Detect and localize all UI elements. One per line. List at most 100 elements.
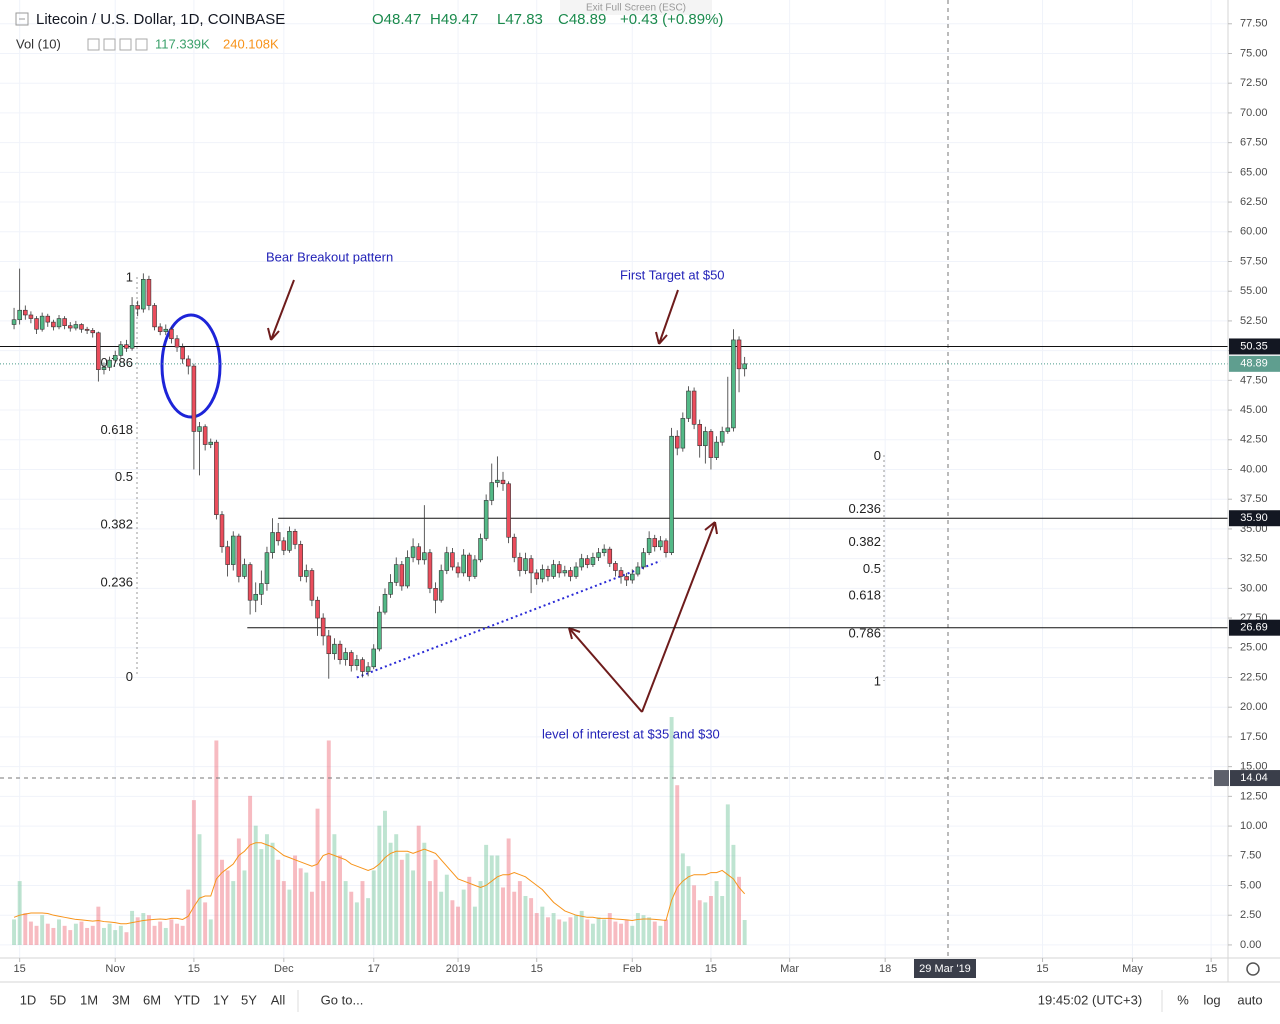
volume-bar: [130, 910, 135, 945]
x-tick-label: May: [1122, 963, 1143, 975]
volume-bar: [444, 874, 449, 945]
candle-body: [523, 558, 528, 571]
study-icon[interactable]: [119, 38, 132, 51]
candle-body: [422, 552, 427, 561]
arrow: [655, 289, 679, 345]
volume-bar: [96, 906, 101, 945]
volume-bar: [506, 838, 511, 945]
candle-body: [219, 514, 225, 548]
x-tick-label: 15: [188, 963, 200, 975]
volume-bar: [624, 919, 629, 945]
volume-bar: [208, 919, 213, 945]
candle-body: [79, 324, 84, 330]
candle-body: [714, 441, 719, 458]
annotation: Bear Breakout pattern: [266, 249, 393, 264]
candle-body: [562, 570, 568, 574]
y-tick-label: 75.00: [1240, 47, 1268, 59]
candle-body: [618, 570, 624, 577]
range-button[interactable]: YTD: [174, 992, 200, 1007]
volume-bar: [12, 919, 17, 945]
collapse-icon[interactable]: [15, 12, 29, 26]
volume-bar: [214, 740, 219, 945]
volume-bar: [17, 881, 22, 945]
range-button[interactable]: 1D: [20, 992, 37, 1007]
volume-pane: [12, 717, 747, 945]
y-tick-label: 17.50: [1240, 731, 1268, 743]
volume-bar: [467, 876, 472, 945]
range-button[interactable]: 3M: [112, 992, 130, 1007]
candle-body: [169, 328, 174, 340]
range-button[interactable]: 5D: [50, 992, 67, 1007]
candle-body: [489, 482, 495, 501]
volume-bar: [388, 842, 393, 945]
y-tick-label: 32.50: [1240, 553, 1268, 565]
volume-study[interactable]: Vol (10): [16, 36, 61, 51]
volume-bar: [332, 834, 337, 945]
volume-bar: [113, 930, 118, 945]
volume-bar: [259, 849, 264, 945]
x-tick-label: Feb: [623, 963, 642, 975]
candle-body: [292, 530, 298, 545]
crosshair-add-button[interactable]: [1214, 770, 1229, 787]
candle-body: [601, 548, 607, 553]
candle-body: [202, 426, 208, 445]
study-icon[interactable]: [87, 38, 100, 51]
exit-fullscreen[interactable]: [560, 0, 712, 15]
volume-bar: [703, 902, 708, 945]
candle-body: [96, 332, 101, 370]
candle-body: [197, 426, 202, 432]
candle-body: [652, 538, 658, 548]
symbol[interactable]: Litecoin / U.S. Dollar, 1D, COINBASE: [36, 11, 285, 28]
x-tick-label: 15: [705, 963, 717, 975]
exit-fullscreen-label[interactable]: Exit Full Screen (ESC): [586, 3, 686, 14]
percent-toggle[interactable]: %: [1177, 992, 1189, 1007]
candle-body: [540, 569, 545, 580]
settings-icon[interactable]: [1246, 962, 1260, 976]
fib-level-label: 0.236: [100, 575, 133, 590]
volume-bar: [23, 913, 28, 945]
study-icon[interactable]: [135, 38, 148, 51]
drawings: [136, 0, 949, 958]
fib-level-label: 0: [126, 669, 133, 684]
x-tick-label: 2019: [446, 963, 470, 975]
level-price-box: [1229, 510, 1280, 527]
study-icon[interactable]: [103, 38, 116, 51]
volume-bar: [545, 917, 550, 945]
volume-bar: [236, 838, 241, 945]
volume-bar: [175, 923, 180, 945]
candle-body: [365, 666, 371, 672]
ohlc-open: O48.47: [372, 11, 421, 28]
volume-bar: [568, 917, 573, 945]
volume-bar: [613, 921, 618, 945]
range-button[interactable]: 5Y: [241, 992, 257, 1007]
volume-bar: [293, 855, 298, 945]
candle-body: [478, 538, 483, 561]
crosshair-price-box: [1230, 770, 1280, 787]
candle-body: [680, 418, 686, 449]
volume-bar: [276, 859, 281, 945]
level-price-label: 26.69: [1240, 622, 1268, 634]
axes: 0.00 2.50 5.00 7.50 10.00 12.50 15.00 17.50 20.0…: [14, 18, 1280, 978]
volume-bar: [180, 925, 185, 945]
y-tick-label: 10.00: [1240, 820, 1268, 832]
candle-body: [534, 572, 539, 580]
candle-body: [607, 548, 613, 564]
volume-bar: [287, 889, 292, 945]
volume-bar: [669, 717, 674, 945]
y-tick-label: 67.50: [1240, 137, 1268, 149]
fib-level-label: 0.5: [115, 469, 133, 484]
candle-body: [551, 564, 556, 577]
volume-bar: [118, 925, 123, 945]
log-toggle[interactable]: log: [1203, 992, 1220, 1007]
volume-bar: [354, 902, 359, 945]
range-button[interactable]: 6M: [143, 992, 161, 1007]
range-button[interactable]: All: [271, 992, 286, 1007]
candle-body: [635, 566, 641, 575]
range-button[interactable]: 1Y: [213, 992, 229, 1007]
candle-body: [191, 365, 197, 432]
auto-toggle[interactable]: auto: [1237, 992, 1262, 1007]
y-tick-label: 55.00: [1240, 285, 1268, 297]
range-button[interactable]: 1M: [80, 992, 98, 1007]
goto-button[interactable]: Go to...: [321, 992, 364, 1007]
fib-level-label: 1: [126, 270, 133, 285]
